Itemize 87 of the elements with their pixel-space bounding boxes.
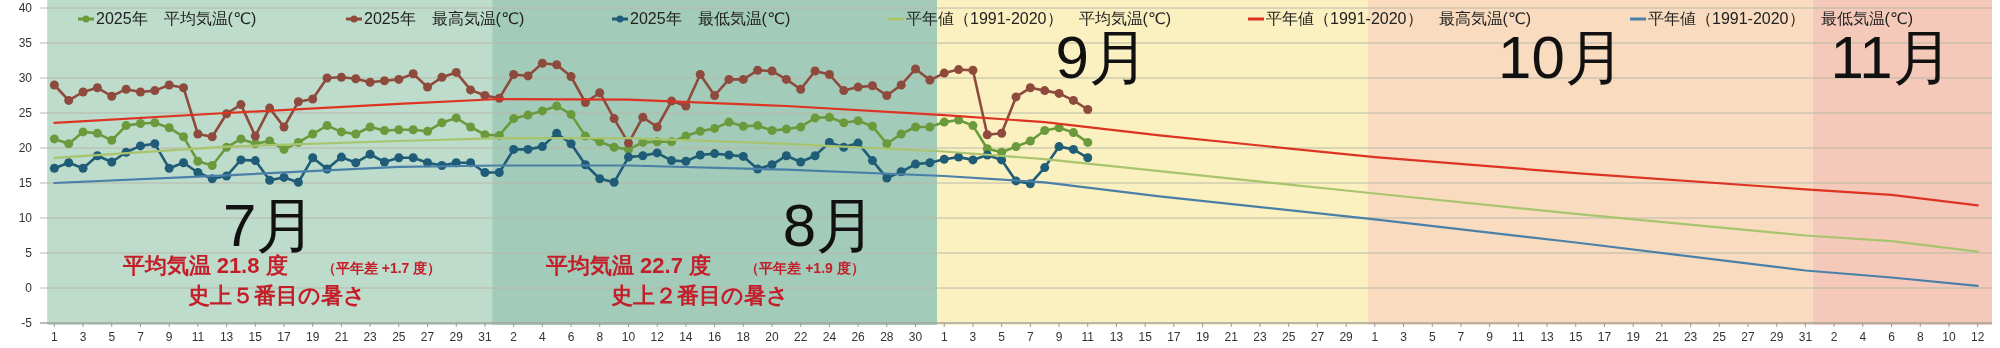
annotation: （平年差 +1.9 度） bbox=[745, 259, 865, 276]
x-tick-label: 21 bbox=[334, 330, 349, 344]
x-tick-label: 15 bbox=[1138, 330, 1153, 344]
x-tick-label: 8 bbox=[1916, 330, 1924, 344]
x-tick-label: 31 bbox=[1798, 330, 1813, 344]
x-tick-label: 10 bbox=[1942, 330, 1956, 344]
x-tick-label: 17 bbox=[1167, 330, 1181, 344]
x-tick-label: 9 bbox=[165, 330, 173, 344]
x-tick-label: 5 bbox=[108, 330, 116, 344]
x-tick-label: 17 bbox=[1597, 330, 1612, 344]
y-tick-label: 25 bbox=[18, 106, 33, 120]
x-tick-label: 7 bbox=[137, 330, 145, 344]
x-tick-label: 6 bbox=[567, 330, 575, 344]
x-tick-label: 21 bbox=[1224, 330, 1239, 344]
y-tick-label: 20 bbox=[18, 141, 33, 155]
x-tick-label: 15 bbox=[1569, 330, 1583, 344]
x-tick-label: 2 bbox=[510, 330, 518, 344]
x-tick-label: 19 bbox=[306, 330, 320, 344]
y-tick-label: 30 bbox=[18, 71, 33, 85]
x-tick-label: 26 bbox=[851, 330, 866, 344]
x-tick-label: 7 bbox=[1457, 330, 1465, 344]
x-tick-label: 22 bbox=[794, 330, 808, 344]
annotation: 史上２番目の暑さ bbox=[611, 283, 790, 309]
x-tick-label: 9 bbox=[1486, 330, 1494, 344]
x-tick-label: 19 bbox=[1195, 330, 1210, 344]
x-tick-label: 1 bbox=[940, 330, 948, 344]
x-tick-label: 11 bbox=[1081, 330, 1095, 344]
x-tick-label: 10 bbox=[621, 330, 636, 344]
x-tick-label: 21 bbox=[1655, 330, 1669, 344]
x-tick-label: 4 bbox=[539, 330, 547, 344]
x-tick-label: 2 bbox=[1830, 330, 1838, 344]
x-tick-label: 11 bbox=[191, 330, 205, 344]
x-tick-label: 13 bbox=[219, 330, 234, 344]
x-tick-label: 25 bbox=[1712, 330, 1727, 344]
x-tick-label: 4 bbox=[1859, 330, 1867, 344]
annotation: （平年差 +1.7 度） bbox=[321, 259, 442, 276]
x-tick-label: 15 bbox=[248, 330, 263, 344]
band-label: 8月 bbox=[782, 192, 877, 259]
y-tick-label: 10 bbox=[18, 211, 33, 225]
x-tick-label: 19 bbox=[1626, 330, 1641, 344]
y-tick-label: 40 bbox=[18, 1, 33, 15]
legend-label: 2025年 平均気温(℃) bbox=[96, 10, 257, 27]
x-tick-label: 5 bbox=[1428, 330, 1436, 344]
x-tick-label: 17 bbox=[277, 330, 291, 344]
x-tick-label: 24 bbox=[822, 330, 837, 344]
x-tick-label: 28 bbox=[880, 330, 894, 344]
x-tick-label: 9 bbox=[1055, 330, 1063, 344]
x-tick-label: 25 bbox=[1282, 330, 1296, 344]
y-tick-label: -5 bbox=[21, 316, 33, 330]
x-tick-label: 23 bbox=[363, 330, 378, 344]
x-tick-label: 12 bbox=[1970, 330, 1985, 344]
x-tick-label: 20 bbox=[765, 330, 779, 344]
annotation: 史上５番目の暑さ bbox=[187, 283, 366, 309]
x-tick-label: 13 bbox=[1540, 330, 1555, 344]
x-tick-label: 30 bbox=[908, 330, 923, 344]
x-tick-label: 1 bbox=[51, 330, 59, 344]
annotation: 平均気温 22.7 度 bbox=[544, 252, 711, 278]
y-tick-label: 15 bbox=[18, 176, 33, 190]
x-tick-label: 13 bbox=[1109, 330, 1124, 344]
x-tick-label: 25 bbox=[392, 330, 406, 344]
x-tick-label: 3 bbox=[1400, 330, 1408, 344]
x-tick-label: 27 bbox=[1310, 330, 1325, 344]
x-tick-label: 11 bbox=[1512, 330, 1525, 344]
x-tick-label: 3 bbox=[79, 330, 87, 344]
x-tick-label: 1 bbox=[1371, 330, 1379, 344]
legend-label: 2025年 最低気温(℃) bbox=[630, 10, 791, 27]
x-tick-label: 5 bbox=[998, 330, 1006, 344]
x-tick-label: 18 bbox=[736, 330, 751, 344]
x-tick-label: 3 bbox=[969, 330, 977, 344]
x-tick-label: 31 bbox=[478, 330, 492, 344]
x-tick-label: 29 bbox=[1339, 330, 1354, 344]
legend-label: 2025年 最高気温(℃) bbox=[364, 10, 525, 27]
x-tick-label: 23 bbox=[1683, 330, 1698, 344]
x-tick-label: 29 bbox=[449, 330, 464, 344]
y-tick-label: 0 bbox=[25, 281, 33, 295]
x-tick-label: 27 bbox=[420, 330, 435, 344]
x-tick-label: 16 bbox=[707, 330, 722, 344]
x-tick-label: 12 bbox=[650, 330, 665, 344]
y-tick-label: 35 bbox=[18, 36, 33, 50]
x-tick-label: 29 bbox=[1770, 330, 1784, 344]
x-tick-label: 23 bbox=[1253, 330, 1267, 344]
y-tick-label: 5 bbox=[25, 246, 33, 260]
x-tick-label: 14 bbox=[679, 330, 693, 344]
x-tick-label: 7 bbox=[1027, 330, 1035, 344]
x-tick-label: 27 bbox=[1741, 330, 1755, 344]
x-tick-label: 8 bbox=[596, 330, 604, 344]
x-tick-label: 6 bbox=[1888, 330, 1896, 344]
